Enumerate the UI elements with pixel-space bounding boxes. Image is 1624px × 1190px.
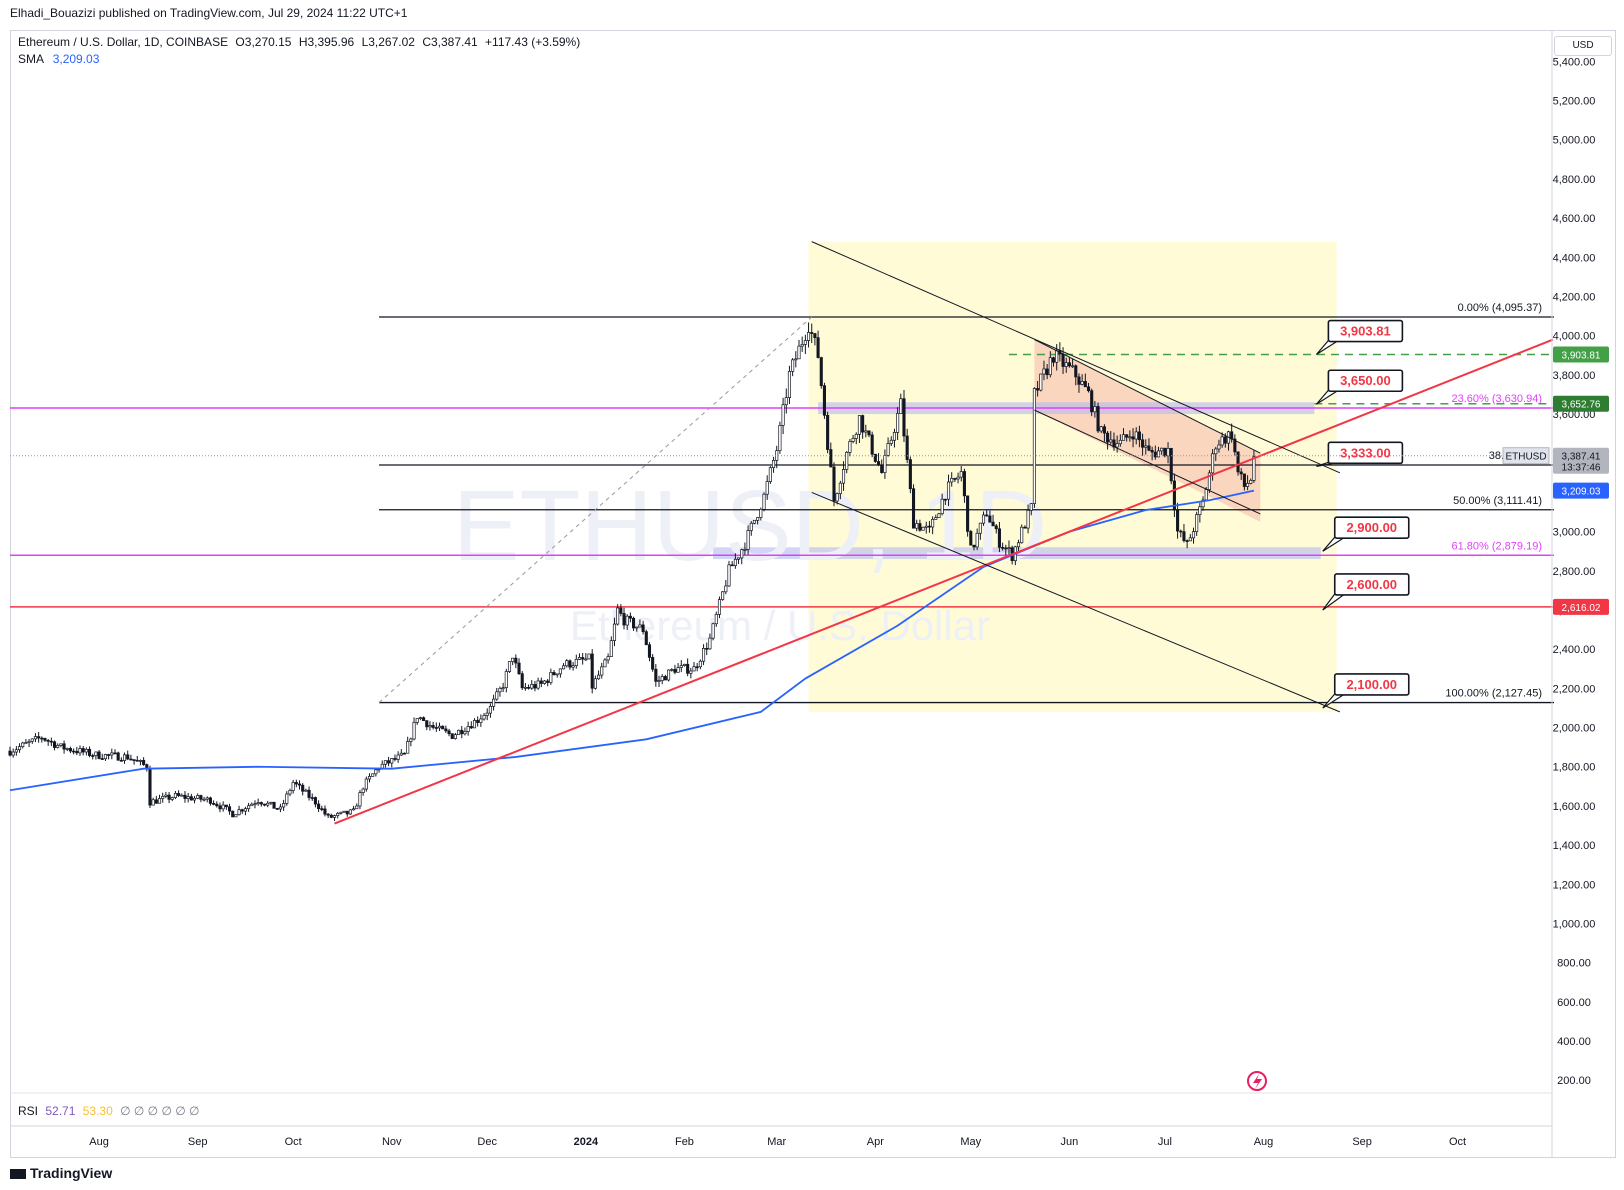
rsi-ma-value: 53.30	[82, 1104, 113, 1118]
symbol-legend: Ethereum / U.S. Dollar, 1D, COINBASE O3,…	[18, 35, 580, 49]
sma-legend[interactable]: SMA 3,209.03	[18, 52, 99, 66]
sma-label: SMA	[18, 52, 44, 66]
open-value: 3,270.15	[244, 35, 292, 49]
close-value: 3,387.41	[430, 35, 478, 49]
tradingview-logo[interactable]: TradingView	[10, 1165, 112, 1181]
low-label: L	[361, 35, 369, 49]
change-value: +117.43 (+3.59%)	[485, 35, 581, 49]
chart-frame	[10, 30, 1616, 1158]
low-value: 3,267.02	[368, 35, 415, 49]
open-label: O	[235, 35, 245, 49]
high-label: H	[298, 35, 308, 49]
sma-value: 3,209.03	[52, 52, 100, 66]
high-value: 3,395.96	[307, 35, 355, 49]
rsi-value: 52.71	[45, 1104, 76, 1118]
footer-brand: TradingView	[30, 1165, 113, 1181]
publish-line: Elhadi_Bouazizi published on TradingView…	[10, 6, 408, 20]
currency-selector[interactable]: USD	[1554, 36, 1612, 56]
rsi-label: RSI	[18, 1104, 39, 1118]
tv-logo-icon	[10, 1169, 26, 1180]
close-label: C	[422, 35, 431, 49]
rsi-empty-values: ∅ ∅ ∅ ∅ ∅ ∅	[120, 1104, 200, 1118]
symbol-title[interactable]: Ethereum / U.S. Dollar, 1D, COINBASE	[18, 35, 229, 49]
rsi-legend[interactable]: RSI 52.71 53.30 ∅ ∅ ∅ ∅ ∅ ∅	[18, 1104, 200, 1118]
